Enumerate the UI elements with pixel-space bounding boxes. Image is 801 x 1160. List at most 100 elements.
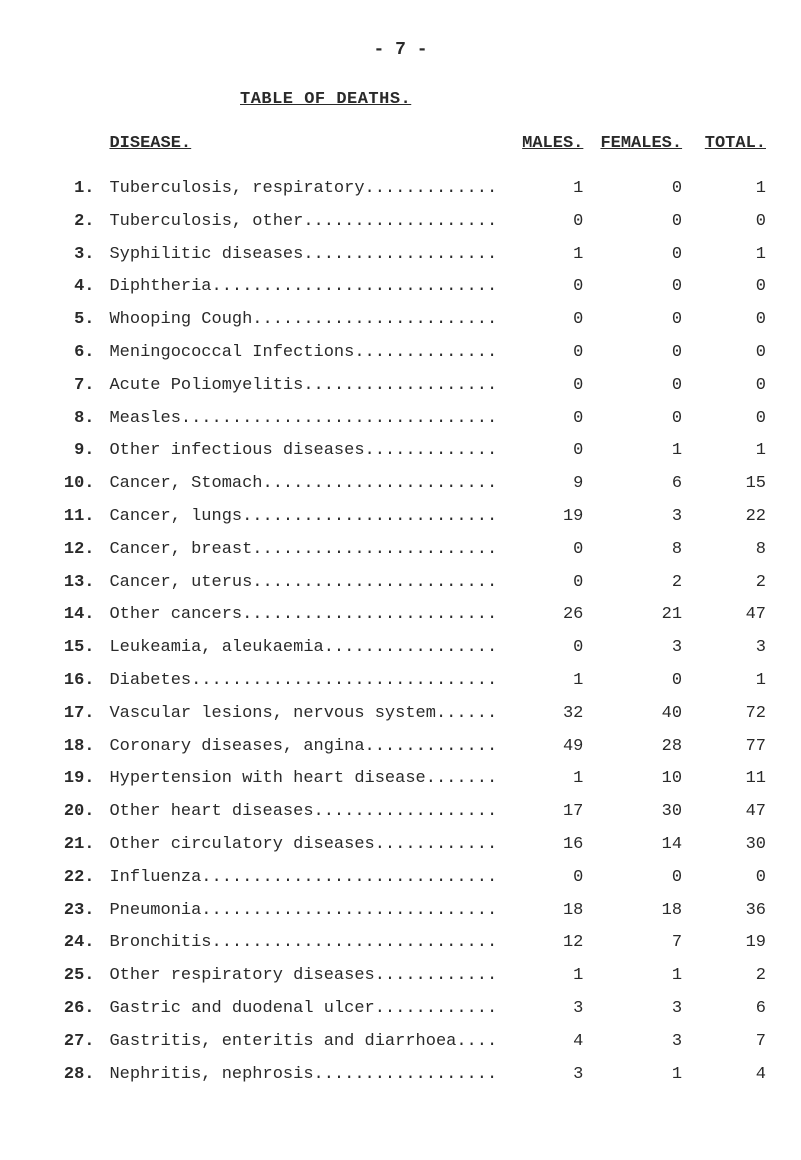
- females-value: 0: [583, 304, 682, 337]
- males-value: 3: [514, 1059, 583, 1092]
- table-row: 22.Influenza............................…: [0, 862, 801, 895]
- males-value: 12: [514, 927, 583, 960]
- row-number: 4.: [55, 271, 109, 304]
- females-value: 3: [583, 632, 682, 665]
- disease-label: Tuberculosis, respiratory.............: [109, 173, 514, 206]
- total-value: 0: [682, 206, 766, 239]
- females-value: 0: [583, 271, 682, 304]
- males-value: 0: [514, 435, 583, 468]
- males-value: 1: [514, 960, 583, 993]
- disease-label: Other respiratory diseases............: [109, 960, 514, 993]
- row-number: 25.: [55, 960, 109, 993]
- total-value: 72: [682, 698, 766, 731]
- disease-label: Other cancers.........................: [109, 599, 514, 632]
- females-value: 0: [583, 206, 682, 239]
- row-number: 1.: [55, 173, 109, 206]
- table-row: 11.Cancer, lungs........................…: [0, 501, 801, 534]
- table-row: 3.Syphilitic diseases...................…: [0, 239, 801, 272]
- males-value: 1: [514, 763, 583, 796]
- disease-label: Gastric and duodenal ulcer............: [109, 993, 514, 1026]
- disease-label: Meningococcal Infections..............: [109, 337, 514, 370]
- row-number: 5.: [55, 304, 109, 337]
- total-value: 47: [682, 599, 766, 632]
- males-value: 0: [514, 403, 583, 436]
- males-value: 0: [514, 271, 583, 304]
- table-row: 5.Whooping Cough........................…: [0, 304, 801, 337]
- disease-label: Pneumonia.............................: [109, 895, 514, 928]
- females-value: 10: [583, 763, 682, 796]
- total-value: 0: [682, 337, 766, 370]
- disease-label: Other heart diseases..................: [109, 796, 514, 829]
- header-males: MALES.: [514, 134, 583, 153]
- table-row: 15.Leukeamia, aleukaemia................…: [0, 632, 801, 665]
- females-value: 30: [583, 796, 682, 829]
- table-row: 16.Diabetes.............................…: [0, 665, 801, 698]
- males-value: 0: [514, 862, 583, 895]
- males-value: 16: [514, 829, 583, 862]
- table-row: 19.Hypertension with heart disease......…: [0, 763, 801, 796]
- females-value: 1: [583, 435, 682, 468]
- table-header-row: DISEASE. MALES. FEMALES. TOTAL.: [0, 134, 801, 153]
- row-number: 27.: [55, 1026, 109, 1059]
- total-value: 0: [682, 304, 766, 337]
- males-value: 0: [514, 567, 583, 600]
- males-value: 49: [514, 731, 583, 764]
- females-value: 0: [583, 337, 682, 370]
- disease-label: Syphilitic diseases...................: [109, 239, 514, 272]
- disease-label: Coronary diseases, angina.............: [109, 731, 514, 764]
- row-number: 7.: [55, 370, 109, 403]
- males-value: 4: [514, 1026, 583, 1059]
- disease-label: Tuberculosis, other...................: [109, 206, 514, 239]
- row-number: 12.: [55, 534, 109, 567]
- disease-label: Other infectious diseases.............: [109, 435, 514, 468]
- total-value: 22: [682, 501, 766, 534]
- males-value: 0: [514, 337, 583, 370]
- total-value: 3: [682, 632, 766, 665]
- males-value: 26: [514, 599, 583, 632]
- row-number: 20.: [55, 796, 109, 829]
- row-number: 28.: [55, 1059, 109, 1092]
- total-value: 4: [682, 1059, 766, 1092]
- total-value: 77: [682, 731, 766, 764]
- table-row: 9.Other infectious diseases.............…: [0, 435, 801, 468]
- table-row: 1.Tuberculosis, respiratory.............…: [0, 173, 801, 206]
- females-value: 2: [583, 567, 682, 600]
- table-row: 26.Gastric and duodenal ulcer...........…: [0, 993, 801, 1026]
- disease-label: Bronchitis............................: [109, 927, 514, 960]
- total-value: 1: [682, 173, 766, 206]
- disease-label: Cancer, Stomach.......................: [109, 468, 514, 501]
- row-number: 8.: [55, 403, 109, 436]
- males-value: 9: [514, 468, 583, 501]
- females-value: 28: [583, 731, 682, 764]
- row-number: 13.: [55, 567, 109, 600]
- disease-label: Diphtheria............................: [109, 271, 514, 304]
- females-value: 8: [583, 534, 682, 567]
- females-value: 21: [583, 599, 682, 632]
- total-value: 0: [682, 271, 766, 304]
- disease-label: Cancer, lungs.........................: [109, 501, 514, 534]
- total-value: 0: [682, 370, 766, 403]
- females-value: 7: [583, 927, 682, 960]
- total-value: 11: [682, 763, 766, 796]
- row-number: 22.: [55, 862, 109, 895]
- disease-label: Diabetes..............................: [109, 665, 514, 698]
- females-value: 18: [583, 895, 682, 928]
- males-value: 1: [514, 173, 583, 206]
- females-value: 0: [583, 239, 682, 272]
- row-number: 11.: [55, 501, 109, 534]
- total-value: 47: [682, 796, 766, 829]
- males-value: 19: [514, 501, 583, 534]
- males-value: 1: [514, 239, 583, 272]
- disease-label: Vascular lesions, nervous system......: [109, 698, 514, 731]
- females-value: 3: [583, 993, 682, 1026]
- females-value: 0: [583, 173, 682, 206]
- header-disease: DISEASE.: [109, 134, 514, 153]
- males-value: 18: [514, 895, 583, 928]
- total-value: 7: [682, 1026, 766, 1059]
- females-value: 0: [583, 403, 682, 436]
- table-row: 13.Cancer, uterus.......................…: [0, 567, 801, 600]
- total-value: 0: [682, 403, 766, 436]
- disease-label: Cancer, breast........................: [109, 534, 514, 567]
- total-value: 2: [682, 960, 766, 993]
- total-value: 8: [682, 534, 766, 567]
